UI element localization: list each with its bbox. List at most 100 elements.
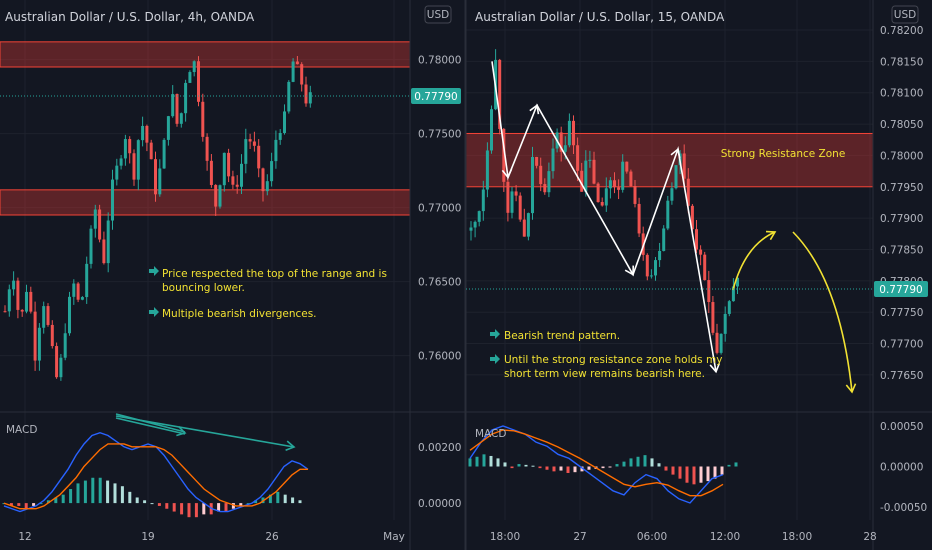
candle-body <box>469 227 473 231</box>
candle-body <box>576 145 580 171</box>
macd-histogram-bar <box>734 462 738 467</box>
candle-body <box>682 153 686 179</box>
annotation-right-line1: Bearish trend pattern. <box>504 330 620 342</box>
candle-body <box>231 176 235 185</box>
y-tick-right: 0.77950 <box>880 182 923 194</box>
candle-body <box>16 280 20 310</box>
right-arrow-icon <box>149 307 159 317</box>
resistance-zone-label: Strong Resistance Zone <box>721 148 846 160</box>
y-tick-left: 0.77000 <box>418 203 461 215</box>
candle-body <box>502 128 506 182</box>
candle-body <box>695 229 698 250</box>
x-tick-right: 18:00 <box>490 531 520 543</box>
y-tick-left: 0.77500 <box>418 129 461 141</box>
macd-histogram-bar <box>246 503 250 505</box>
candle-body <box>3 311 7 313</box>
zigzag-arrowhead <box>670 147 681 159</box>
candle-body <box>584 160 588 192</box>
candle-body <box>63 333 67 358</box>
macd-histogram-bar <box>643 455 647 467</box>
candle-body <box>89 228 93 264</box>
macd-histogram-bar <box>629 458 633 467</box>
drawings <box>176 61 857 451</box>
candle-body <box>33 311 37 361</box>
candle-body <box>666 200 670 229</box>
candle-body <box>158 168 162 195</box>
candle-body <box>686 178 690 206</box>
candle-body <box>29 291 33 312</box>
candle-body <box>633 186 637 204</box>
candle-body <box>736 277 739 287</box>
macd-histogram-bar <box>657 463 661 467</box>
macd-histogram-bar <box>224 503 228 512</box>
candle-body <box>50 324 54 347</box>
candle-body <box>473 221 477 228</box>
macd-histogram-bar <box>113 483 117 504</box>
macd-histogram-bar <box>720 466 724 475</box>
candle-body <box>119 158 123 166</box>
candle-body <box>37 327 41 361</box>
macd-line <box>469 425 724 504</box>
candle-body <box>111 179 114 221</box>
candle-body <box>658 250 662 261</box>
candle-body <box>649 275 653 277</box>
candle-body <box>209 160 213 185</box>
candle-body <box>154 159 157 195</box>
macd-histogram-bar <box>601 466 605 469</box>
candle-body <box>567 120 571 146</box>
candle-body <box>222 152 226 186</box>
macd-histogram-bar <box>468 458 472 467</box>
candle-body <box>128 139 132 154</box>
candle-body <box>535 156 539 166</box>
annotation-left-line2: bouncing lower. <box>162 282 245 294</box>
candle-body <box>703 254 707 281</box>
candle-body <box>490 109 493 151</box>
candles-left <box>3 56 312 381</box>
candle-body <box>563 145 567 152</box>
annotation-right: Bearish trend pattern. Until the strong … <box>490 329 722 380</box>
x-tick-right: 06:00 <box>637 531 667 543</box>
macd-histogram-bar <box>545 466 549 470</box>
macd-histogram-bar <box>538 466 542 469</box>
candle-body <box>42 306 46 328</box>
zigzag-arrowhead <box>529 103 540 115</box>
macd-histogram-bar <box>239 503 243 506</box>
macd-histogram-bar <box>615 464 619 467</box>
annotation-left: Price respected the top of the range and… <box>149 266 387 320</box>
candle-body <box>291 61 295 82</box>
annotation-left-line3: Multiple bearish divergences. <box>162 308 317 320</box>
usd-badge-right[interactable]: USD <box>891 5 919 24</box>
macd-histogram-bar <box>482 454 486 467</box>
candle-body <box>531 156 534 214</box>
macd-histogram-bar <box>254 500 258 504</box>
right-arrow-icon <box>149 266 159 276</box>
macd-histogram-bar <box>503 462 507 467</box>
macd-histogram-bar <box>671 466 675 475</box>
candle-body <box>723 313 727 334</box>
macd-histogram-bar <box>573 466 577 473</box>
candle-body <box>304 84 308 104</box>
candle-body <box>588 159 592 161</box>
macd-histogram-bar <box>231 503 235 509</box>
usd-badge-left[interactable]: USD <box>424 5 452 24</box>
candle-body <box>283 111 286 133</box>
signal-line <box>3 443 308 510</box>
candle-body <box>274 139 278 162</box>
y-tick-left: 0.76000 <box>418 351 461 363</box>
candle-body <box>265 181 269 192</box>
candle-body <box>287 81 291 112</box>
macd-histogram-bar <box>685 466 689 483</box>
macd-y-tick-left: 0.00000 <box>418 498 461 510</box>
y-tick-right: 0.77700 <box>880 339 923 351</box>
candle-body <box>227 152 231 177</box>
candle-body <box>613 180 616 188</box>
macd-histogram-bar <box>559 466 563 471</box>
macd-histogram-bar <box>650 458 654 467</box>
candle-body <box>551 148 555 172</box>
macd-histogram-bar <box>636 456 640 467</box>
candle-body <box>240 163 243 187</box>
candle-body <box>580 170 584 192</box>
candle-body <box>141 125 145 141</box>
candle-body <box>498 59 502 129</box>
